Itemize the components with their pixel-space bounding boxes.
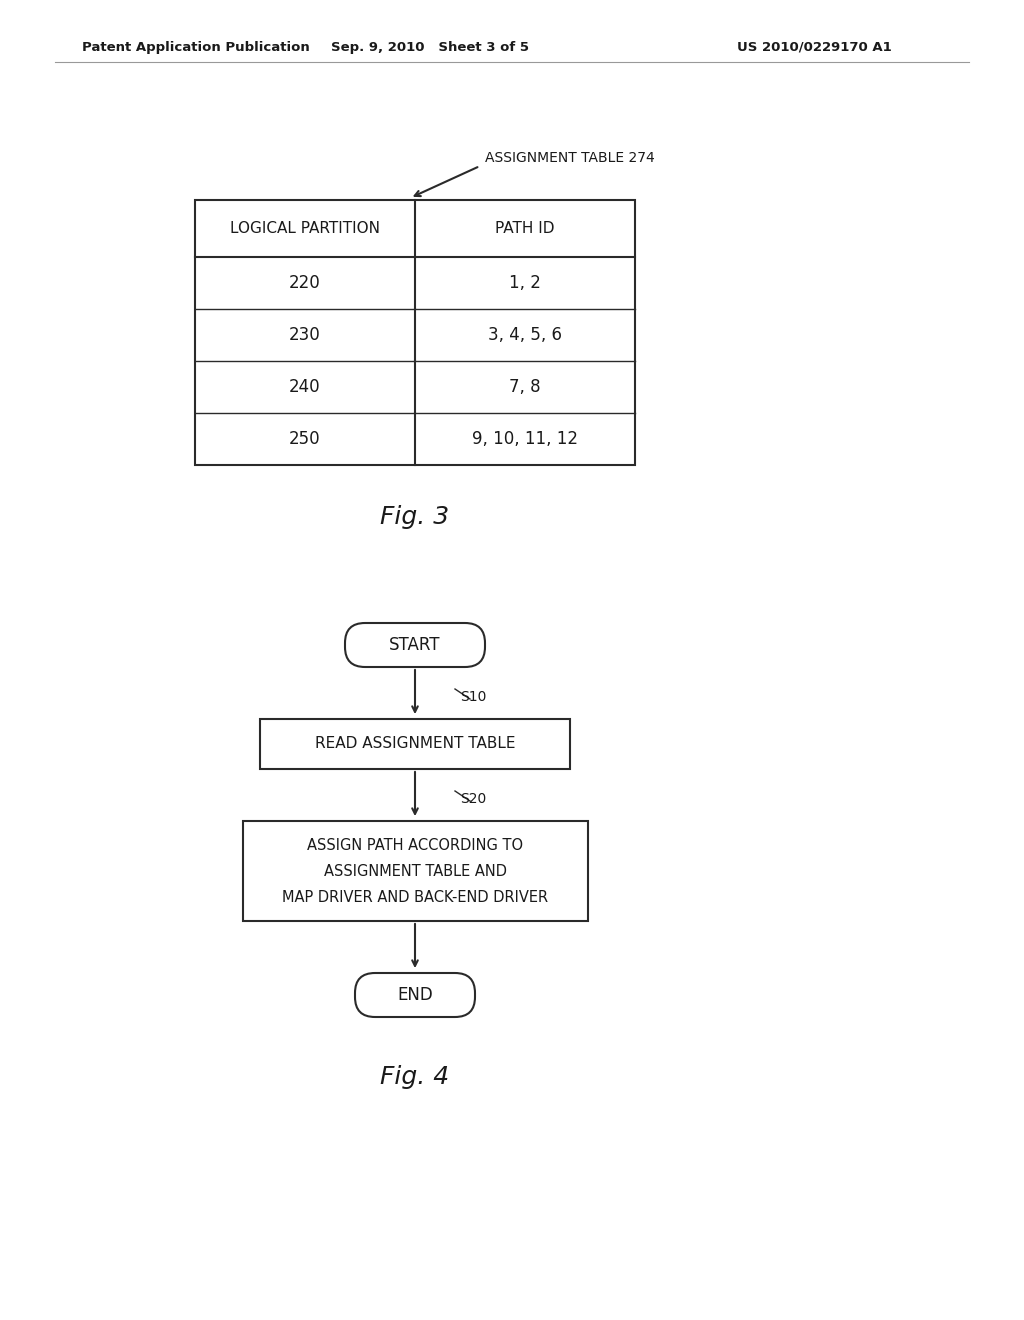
Text: 7, 8: 7, 8 <box>509 378 541 396</box>
Text: 3, 4, 5, 6: 3, 4, 5, 6 <box>488 326 562 345</box>
Text: 220: 220 <box>289 275 321 292</box>
Text: 1, 2: 1, 2 <box>509 275 541 292</box>
Text: US 2010/0229170 A1: US 2010/0229170 A1 <box>737 41 892 54</box>
Bar <box>243 821 588 921</box>
Text: 9, 10, 11, 12: 9, 10, 11, 12 <box>472 430 578 447</box>
Text: END: END <box>397 986 433 1005</box>
Text: 240: 240 <box>289 378 321 396</box>
Text: LOGICAL PARTITION: LOGICAL PARTITION <box>230 220 380 236</box>
Text: Fig. 4: Fig. 4 <box>381 1065 450 1089</box>
FancyBboxPatch shape <box>345 623 485 667</box>
Text: START: START <box>389 636 440 653</box>
Text: ASSIGNMENT TABLE AND: ASSIGNMENT TABLE AND <box>324 863 507 879</box>
FancyBboxPatch shape <box>355 973 475 1016</box>
Text: READ ASSIGNMENT TABLE: READ ASSIGNMENT TABLE <box>314 737 515 751</box>
Text: ASSIGN PATH ACCORDING TO: ASSIGN PATH ACCORDING TO <box>307 837 523 853</box>
Text: S10: S10 <box>460 690 486 704</box>
Bar <box>195 201 635 465</box>
Text: Sep. 9, 2010   Sheet 3 of 5: Sep. 9, 2010 Sheet 3 of 5 <box>331 41 529 54</box>
Text: S20: S20 <box>460 792 486 807</box>
Text: Patent Application Publication: Patent Application Publication <box>82 41 309 54</box>
Text: ASSIGNMENT TABLE 274: ASSIGNMENT TABLE 274 <box>485 150 654 165</box>
Text: 230: 230 <box>289 326 321 345</box>
Text: 250: 250 <box>289 430 321 447</box>
Text: MAP DRIVER AND BACK-END DRIVER: MAP DRIVER AND BACK-END DRIVER <box>282 890 548 904</box>
Text: PATH ID: PATH ID <box>496 220 555 236</box>
Text: Fig. 3: Fig. 3 <box>381 506 450 529</box>
Bar <box>260 719 570 770</box>
